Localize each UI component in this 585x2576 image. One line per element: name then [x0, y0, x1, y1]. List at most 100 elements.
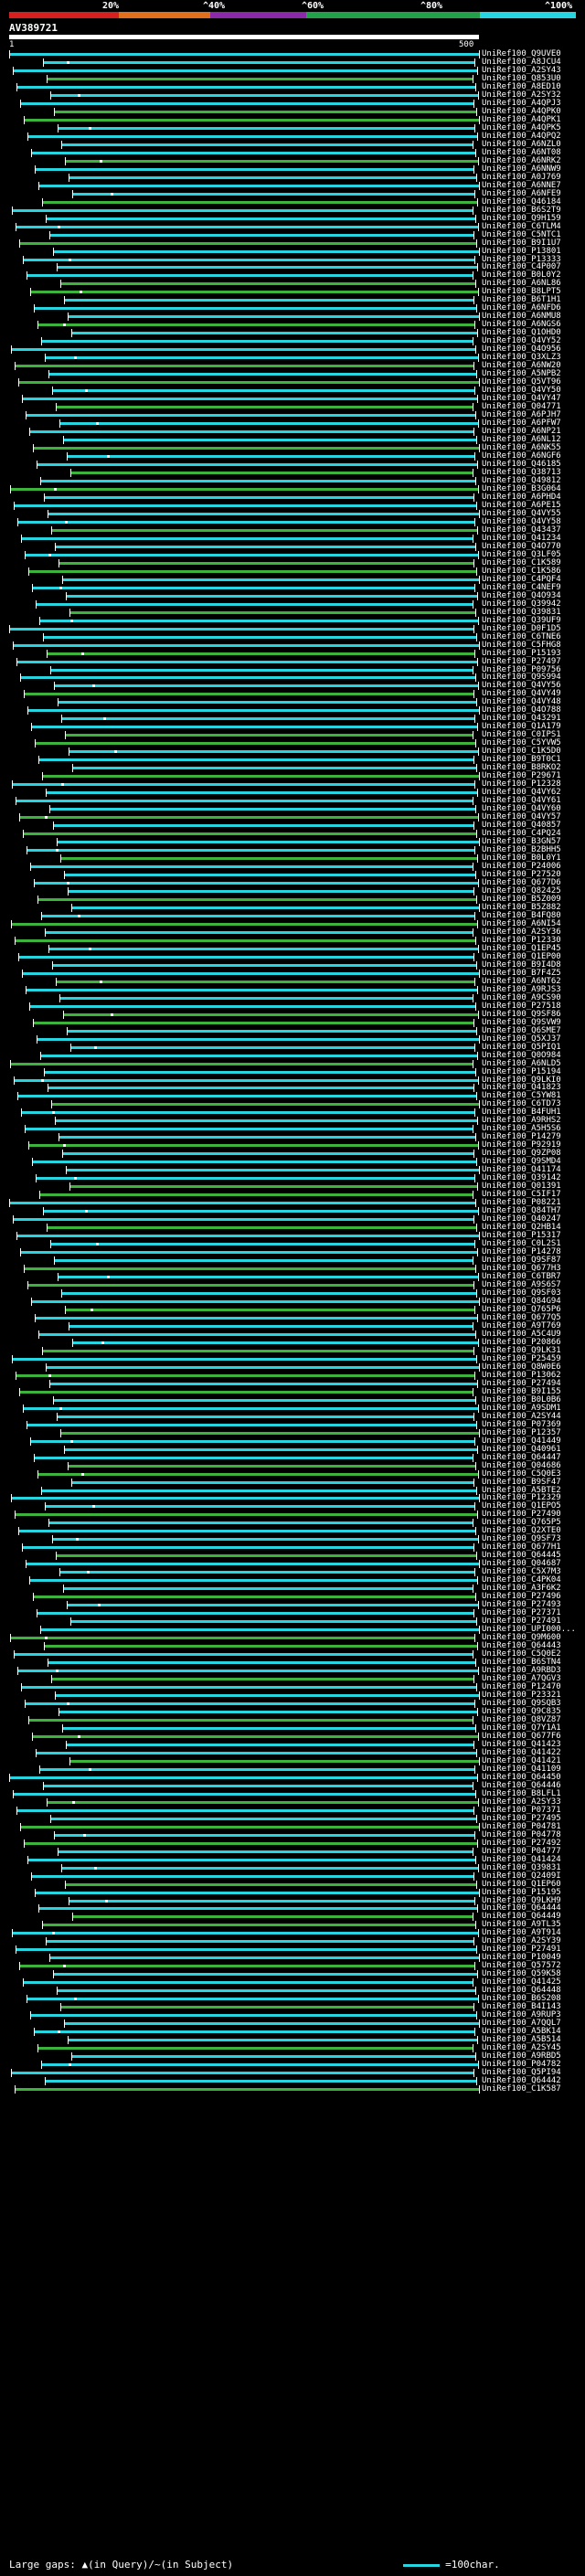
- hit-label[interactable]: UniRef100_P04782: [482, 2060, 561, 2070]
- hit-row[interactable]: UniRef100_Q4VY48: [0, 697, 585, 707]
- hit-label[interactable]: UniRef100_A9RJS3: [482, 984, 561, 994]
- hit-row[interactable]: UniRef100_Q04771: [0, 402, 585, 412]
- hit-row[interactable]: UniRef100_A6NLD5: [0, 1059, 585, 1068]
- hit-label[interactable]: UniRef100_A4QPK0: [482, 106, 561, 116]
- hit-row[interactable]: UniRef100_A5C4U9: [0, 1330, 585, 1339]
- hit-label[interactable]: UniRef100_Q64444: [482, 1903, 561, 1913]
- hit-row[interactable]: UniRef100_A6NGS6: [0, 320, 585, 330]
- hit-label[interactable]: UniRef100_Q677H1: [482, 1542, 561, 1553]
- hit-row[interactable]: UniRef100_Q4VY58: [0, 517, 585, 526]
- hit-row[interactable]: UniRef100_Q3LF05: [0, 550, 585, 559]
- hit-label[interactable]: UniRef100_Q4VY56: [482, 681, 561, 691]
- hit-row[interactable]: UniRef100_C5FHG8: [0, 641, 585, 650]
- hit-row[interactable]: UniRef100_B6S208: [0, 1994, 585, 2004]
- hit-row[interactable]: UniRef100_Q0O984: [0, 1051, 585, 1060]
- hit-row[interactable]: UniRef100_P08221: [0, 1198, 585, 1208]
- hit-label[interactable]: UniRef100_P08221: [482, 1198, 561, 1208]
- hit-label[interactable]: UniRef100_Q64442: [482, 2076, 561, 2086]
- hit-label[interactable]: UniRef100_Q46184: [482, 196, 561, 207]
- hit-label[interactable]: UniRef100_A6NMU8: [482, 312, 561, 322]
- hit-row[interactable]: UniRef100_A6NI54: [0, 919, 585, 928]
- hit-label[interactable]: UniRef100_B9I4D8: [482, 959, 561, 970]
- hit-row[interactable]: UniRef100_A9SDM1: [0, 1404, 585, 1413]
- hit-row[interactable]: UniRef100_A5B514: [0, 2035, 585, 2045]
- hit-row[interactable]: UniRef100_UPI000...: [0, 1625, 585, 1635]
- hit-label[interactable]: UniRef100_A6PE15: [482, 500, 561, 510]
- hit-label[interactable]: UniRef100_Q1EP60: [482, 1879, 561, 1889]
- hit-row[interactable]: UniRef100_P07369: [0, 1420, 585, 1429]
- hit-label[interactable]: UniRef100_B4FUH1: [482, 1108, 561, 1118]
- hit-label[interactable]: UniRef100_C6TBR7: [482, 1272, 561, 1282]
- hit-row[interactable]: UniRef100_C5X7M3: [0, 1567, 585, 1577]
- hit-label[interactable]: UniRef100_A6NFD6: [482, 303, 561, 313]
- hit-label[interactable]: UniRef100_Q677F6: [482, 1731, 561, 1741]
- hit-row[interactable]: UniRef100_A9RBD5: [0, 2051, 585, 2062]
- hit-row[interactable]: UniRef100_P15317: [0, 1231, 585, 1241]
- hit-row[interactable]: UniRef100_A4QPK1: [0, 115, 585, 124]
- hit-row[interactable]: UniRef100_A9T769: [0, 1321, 585, 1330]
- hit-label[interactable]: UniRef100_Q853U0: [482, 73, 561, 83]
- hit-row[interactable]: UniRef100_A6NT08: [0, 148, 585, 157]
- hit-row[interactable]: UniRef100_Q41823: [0, 1083, 585, 1093]
- hit-label[interactable]: UniRef100_B0L0Y2: [482, 270, 561, 281]
- hit-label[interactable]: UniRef100_C4NEF9: [482, 582, 561, 592]
- hit-row[interactable]: UniRef100_Q4VY49: [0, 689, 585, 699]
- hit-label[interactable]: UniRef100_C5YW81: [482, 1091, 561, 1101]
- hit-row[interactable]: UniRef100_A2SY36: [0, 928, 585, 937]
- hit-label[interactable]: UniRef100_Q8W0E6: [482, 1362, 561, 1372]
- hit-label[interactable]: UniRef100_P12329: [482, 1493, 561, 1503]
- hit-label[interactable]: UniRef100_A9S6S7: [482, 1280, 561, 1289]
- hit-row[interactable]: UniRef100_Q1OHD0: [0, 328, 585, 338]
- hit-row[interactable]: UniRef100_P20866: [0, 1338, 585, 1347]
- hit-row[interactable]: UniRef100_B9I155: [0, 1387, 585, 1396]
- hit-label[interactable]: UniRef100_Q39831: [482, 607, 561, 617]
- hit-row[interactable]: UniRef100_Q41449: [0, 1436, 585, 1446]
- hit-row[interactable]: UniRef100_C6TLM4: [0, 222, 585, 231]
- hit-label[interactable]: UniRef100_P07371: [482, 1805, 561, 1815]
- hit-label[interactable]: UniRef100_A2SY33: [482, 1797, 561, 1807]
- hit-label[interactable]: UniRef100_A7QQL7: [482, 2019, 561, 2029]
- hit-row[interactable]: UniRef100_Q5VT96: [0, 377, 585, 387]
- hit-label[interactable]: UniRef100_Q01391: [482, 1182, 561, 1192]
- hit-label[interactable]: UniRef100_A6PFW7: [482, 419, 561, 429]
- hit-label[interactable]: UniRef100_A9RBD3: [482, 1666, 561, 1676]
- hit-row[interactable]: UniRef100_P27371: [0, 1608, 585, 1618]
- hit-row[interactable]: UniRef100_Q4VY61: [0, 796, 585, 806]
- hit-label[interactable]: UniRef100_B6T1H1: [482, 295, 561, 305]
- hit-row[interactable]: UniRef100_B6STN4: [0, 1658, 585, 1668]
- hit-row[interactable]: UniRef100_A6NZL0: [0, 140, 585, 149]
- hit-label[interactable]: UniRef100_B8LPT5: [482, 287, 561, 297]
- hit-label[interactable]: UniRef100_Q84TH7: [482, 1206, 561, 1216]
- hit-label[interactable]: UniRef100_A9TL35: [482, 1920, 561, 1930]
- hit-row[interactable]: UniRef100_P10049: [0, 1953, 585, 1963]
- hit-label[interactable]: UniRef100_A9T769: [482, 1320, 561, 1330]
- hit-row[interactable]: UniRef100_P14279: [0, 1132, 585, 1142]
- hit-row[interactable]: UniRef100_C1K5D0: [0, 747, 585, 757]
- hit-label[interactable]: UniRef100_A6NFE9: [482, 188, 561, 198]
- hit-label[interactable]: UniRef100_Q41234: [482, 533, 561, 543]
- hit-label[interactable]: UniRef100_Q5VT96: [482, 377, 561, 387]
- hit-label[interactable]: UniRef100_Q1OHD0: [482, 328, 561, 338]
- hit-label[interactable]: UniRef100_A6NZL0: [482, 139, 561, 149]
- hit-label[interactable]: UniRef100_A7QGV3: [482, 1674, 561, 1684]
- hit-row[interactable]: UniRef100_Q4VY47: [0, 394, 585, 404]
- hit-label[interactable]: UniRef100_Q765P5: [482, 1518, 561, 1528]
- hit-row[interactable]: UniRef100_Q9SF03: [0, 1288, 585, 1298]
- hit-label[interactable]: UniRef100_C5FHG8: [482, 640, 561, 650]
- hit-row[interactable]: UniRef100_P04778: [0, 1830, 585, 1839]
- hit-label[interactable]: UniRef100_B6STN4: [482, 1658, 561, 1668]
- hit-row[interactable]: UniRef100_C4PQF4: [0, 575, 585, 584]
- hit-row[interactable]: UniRef100_B8LPT5: [0, 287, 585, 297]
- hit-row[interactable]: UniRef100_A4QPJ3: [0, 99, 585, 108]
- hit-label[interactable]: UniRef100_C4P007: [482, 262, 561, 272]
- hit-row[interactable]: UniRef100_A8ED10: [0, 82, 585, 91]
- hit-label[interactable]: UniRef100_C1K586: [482, 566, 561, 576]
- hit-row[interactable]: UniRef100_Q46184: [0, 197, 585, 207]
- hit-label[interactable]: UniRef100_A2SY36: [482, 927, 561, 937]
- hit-label[interactable]: UniRef100_B5Z882: [482, 902, 561, 912]
- hit-row[interactable]: UniRef100_C5YVW5: [0, 738, 585, 748]
- hit-row[interactable]: UniRef100_Q64442: [0, 2076, 585, 2086]
- hit-label[interactable]: UniRef100_C5Q0E3: [482, 1468, 561, 1479]
- hit-label[interactable]: UniRef100_Q9SF73: [482, 1534, 561, 1544]
- hit-label[interactable]: UniRef100_Q39831: [482, 1862, 561, 1872]
